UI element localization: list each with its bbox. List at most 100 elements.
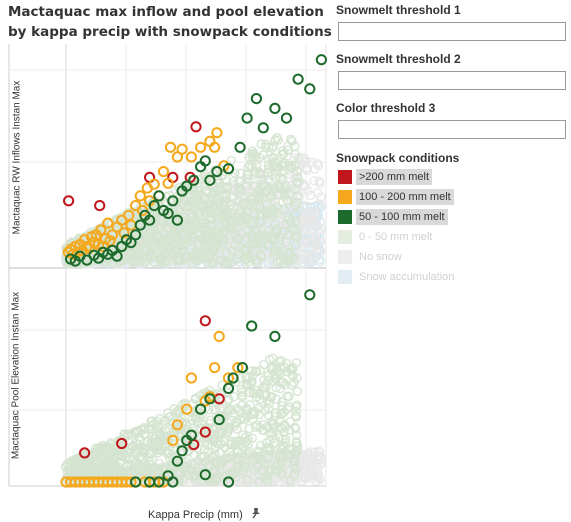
cloud-point xyxy=(158,216,168,226)
scatter-point xyxy=(209,362,221,374)
cloud-point xyxy=(242,224,252,235)
cloud-point xyxy=(207,451,218,462)
cloud-point xyxy=(277,397,288,407)
scatter-point xyxy=(176,143,188,155)
cloud-point xyxy=(131,245,141,256)
cloud-point xyxy=(270,411,280,422)
cloud-point xyxy=(208,251,218,262)
scatter-point xyxy=(188,174,200,186)
filter-title-snowmelt-1: Snowmelt threshold 1 xyxy=(336,3,461,17)
scatter-point xyxy=(111,250,123,262)
scatter-point xyxy=(213,414,225,426)
cloud-point xyxy=(309,176,320,186)
cloud-point xyxy=(292,386,303,397)
cloud-point xyxy=(113,465,123,476)
cloud-point xyxy=(290,230,300,241)
legend-swatch xyxy=(338,170,352,184)
scatter-point xyxy=(94,200,106,212)
chart-title-line-1: Mactaquac max inflow and pool elevation xyxy=(8,4,324,20)
cloud-point xyxy=(248,455,259,465)
cloud-point xyxy=(199,445,210,455)
cloud-point xyxy=(189,460,200,470)
color-threshold-3-input[interactable] xyxy=(338,120,566,139)
pin-icon[interactable] xyxy=(250,507,262,522)
cloud-point xyxy=(263,164,274,174)
cloud-point xyxy=(177,419,188,429)
cloud-point xyxy=(172,233,183,243)
cloud-point xyxy=(221,256,231,267)
cloud-point xyxy=(283,444,294,454)
cloud-point xyxy=(313,446,324,457)
cloud-point xyxy=(158,236,169,247)
scatter-point xyxy=(164,141,177,153)
cloud-point xyxy=(264,225,274,236)
scatter-point xyxy=(232,362,244,374)
cloud-point xyxy=(124,443,135,454)
scatter-point xyxy=(185,372,197,384)
cloud-point xyxy=(216,438,226,449)
cloud-point xyxy=(247,433,257,444)
cloud-point xyxy=(128,256,139,267)
cloud-point xyxy=(199,433,209,444)
snowmelt-threshold-1-input[interactable] xyxy=(338,22,566,41)
cloud-point xyxy=(257,424,268,435)
cloud-point xyxy=(136,237,147,247)
legend-label: Snow accumulation xyxy=(359,271,455,283)
filter-title-color-3: Color threshold 3 xyxy=(336,101,436,115)
scatter-point xyxy=(211,127,223,139)
scatter-plot-area[interactable] xyxy=(0,0,330,500)
scatter-point xyxy=(250,93,262,105)
snowmelt-threshold-2-input[interactable] xyxy=(338,71,566,90)
cloud-point xyxy=(231,253,242,264)
cloud-point xyxy=(272,460,282,470)
chart-title: Mactaquac max inflow and pool elevation … xyxy=(8,2,338,42)
legend-item-0-50[interactable]: 0 - 50 mm melt xyxy=(336,228,566,246)
scatter-point xyxy=(304,83,316,95)
scatter-point xyxy=(199,155,211,167)
scatter-point xyxy=(204,174,216,186)
cloud-point xyxy=(268,376,279,387)
legend-item-100-200[interactable]: 100 - 200 mm melt xyxy=(336,188,566,206)
cloud-point xyxy=(200,229,210,240)
scatter-point xyxy=(162,207,174,219)
cloud-point xyxy=(171,407,181,418)
cloud-point xyxy=(291,178,302,188)
scatter-point xyxy=(190,121,202,133)
cloud-point xyxy=(290,201,301,211)
legend-item-50-100[interactable]: 50 - 100 mm melt xyxy=(336,208,566,226)
cloud-point xyxy=(191,222,201,233)
cloud-point xyxy=(268,424,279,434)
cloud-point xyxy=(259,382,270,393)
cloud-point xyxy=(284,160,294,171)
scatter-point xyxy=(125,476,137,488)
cloud-point xyxy=(312,221,323,232)
cloud-point xyxy=(263,459,273,470)
cloud-point xyxy=(250,150,261,161)
cloud-point xyxy=(247,230,257,240)
legend-item-snow-accumulation[interactable]: Snow accumulation xyxy=(336,268,566,286)
cloud-point xyxy=(277,146,288,156)
cloud-point xyxy=(243,440,253,450)
cloud-point xyxy=(277,149,288,160)
cloud-point xyxy=(152,465,162,475)
scatter-point xyxy=(236,362,248,374)
scatter-point xyxy=(222,382,235,394)
scatter-point xyxy=(269,330,281,342)
scatter-point xyxy=(176,445,188,457)
legend-title: Snowpack conditions xyxy=(336,151,460,165)
legend-swatch xyxy=(338,190,352,204)
cloud-point xyxy=(282,458,292,469)
scatter-point xyxy=(102,217,114,229)
cloud-point xyxy=(257,464,268,475)
cloud-point xyxy=(234,182,244,193)
legend-item-over-200[interactable]: >200 mm melt xyxy=(336,168,566,186)
cloud-point xyxy=(153,237,163,248)
cloud-point xyxy=(203,460,213,471)
cloud-point xyxy=(254,210,265,220)
legend-item-no-snow[interactable]: No snow xyxy=(336,248,566,266)
cloud-point xyxy=(251,452,261,463)
legend-swatch xyxy=(338,250,352,264)
cloud-point xyxy=(256,450,267,461)
cloud-point xyxy=(306,469,317,480)
scatter-point xyxy=(280,112,293,124)
